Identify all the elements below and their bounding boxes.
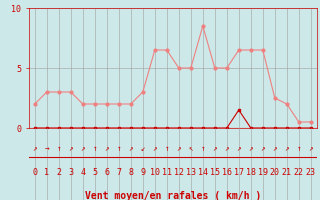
- Text: →: →: [44, 144, 49, 153]
- Text: ↗: ↗: [81, 144, 85, 153]
- Text: ↗: ↗: [284, 144, 289, 153]
- Text: 3: 3: [68, 168, 73, 177]
- Text: 20: 20: [270, 168, 280, 177]
- Text: ↗: ↗: [260, 144, 265, 153]
- Text: ↗: ↗: [249, 144, 253, 153]
- Text: ↗: ↗: [105, 144, 109, 153]
- Text: ↗: ↗: [236, 144, 241, 153]
- Text: ↑: ↑: [201, 144, 205, 153]
- Text: 17: 17: [234, 168, 244, 177]
- Text: ↖: ↖: [188, 144, 193, 153]
- Text: 21: 21: [282, 168, 292, 177]
- Text: ↗: ↗: [273, 144, 277, 153]
- Text: 1: 1: [44, 168, 49, 177]
- Text: 4: 4: [80, 168, 85, 177]
- Text: ↙: ↙: [140, 144, 145, 153]
- Text: 5: 5: [92, 168, 97, 177]
- Text: Vent moyen/en rafales ( km/h ): Vent moyen/en rafales ( km/h ): [85, 191, 261, 200]
- Text: 10: 10: [150, 168, 160, 177]
- Text: ↑: ↑: [57, 144, 61, 153]
- Text: 14: 14: [198, 168, 208, 177]
- Text: 19: 19: [258, 168, 268, 177]
- Text: ↗: ↗: [212, 144, 217, 153]
- Text: ↗: ↗: [68, 144, 73, 153]
- Text: ↗: ↗: [308, 144, 313, 153]
- Text: 23: 23: [306, 168, 316, 177]
- Text: 18: 18: [246, 168, 256, 177]
- Text: ↗: ↗: [177, 144, 181, 153]
- Text: 8: 8: [128, 168, 133, 177]
- Text: ↗: ↗: [225, 144, 229, 153]
- Text: 7: 7: [116, 168, 121, 177]
- Text: 0: 0: [32, 168, 37, 177]
- Text: 11: 11: [162, 168, 172, 177]
- Text: ↑: ↑: [297, 144, 301, 153]
- Text: ↑: ↑: [116, 144, 121, 153]
- Text: ↗: ↗: [129, 144, 133, 153]
- Text: 12: 12: [174, 168, 184, 177]
- Text: 22: 22: [294, 168, 304, 177]
- Text: ↗: ↗: [33, 144, 37, 153]
- Text: 6: 6: [104, 168, 109, 177]
- Text: 9: 9: [140, 168, 145, 177]
- Text: 13: 13: [186, 168, 196, 177]
- Text: ↑: ↑: [164, 144, 169, 153]
- Text: ↑: ↑: [92, 144, 97, 153]
- Text: ↗: ↗: [153, 144, 157, 153]
- Text: 16: 16: [222, 168, 232, 177]
- Text: 15: 15: [210, 168, 220, 177]
- Text: 2: 2: [56, 168, 61, 177]
